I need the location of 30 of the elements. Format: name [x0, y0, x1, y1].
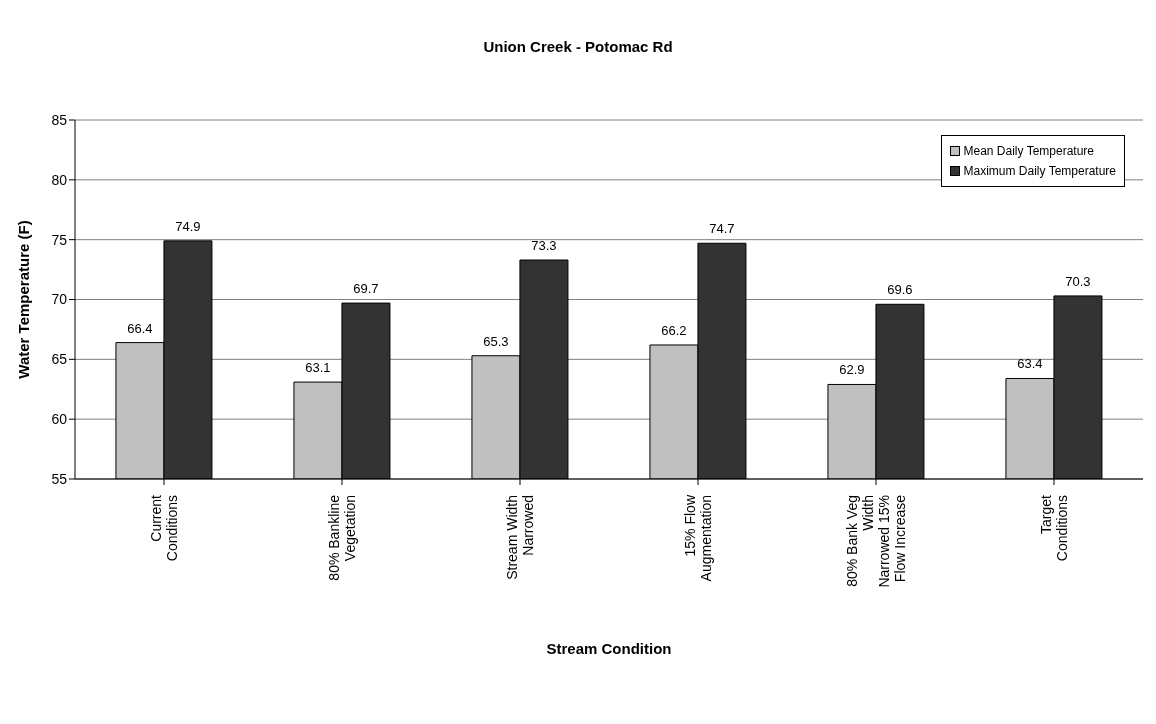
data-label: 66.4 — [127, 320, 153, 336]
x-tick-label: Current Conditions — [148, 494, 180, 562]
legend-label: Maximum Daily Temperature — [962, 163, 1116, 180]
data-label: 63.4 — [1017, 356, 1043, 372]
x-axis-title: Stream Condition — [546, 640, 672, 657]
data-label: 69.6 — [887, 282, 913, 298]
data-label: 66.2 — [661, 322, 687, 338]
y-tick-label: 60 — [51, 411, 68, 428]
chart-title: Union Creek - Potomac Rd — [482, 38, 674, 55]
data-label: 74.9 — [175, 218, 201, 234]
data-label: 65.3 — [483, 333, 509, 349]
legend-label: Mean Daily Temperature — [962, 143, 1095, 160]
data-label: 70.3 — [1065, 273, 1091, 289]
x-tick-label: Stream Width Narrowed — [504, 495, 536, 580]
x-tick-label: 80% Bank Veg Width Narrowed 15% Flow Increase — [844, 494, 908, 588]
y-tick-label: 75 — [51, 231, 68, 248]
y-tick-label: 55 — [51, 470, 68, 487]
data-label: 74.7 — [709, 221, 735, 237]
y-tick-label: 85 — [51, 111, 68, 128]
x-tick-label: Target Conditions — [1038, 494, 1070, 562]
y-tick-label: 80 — [51, 171, 68, 188]
x-tick-label: 80% Bankline Vegetation — [326, 494, 358, 581]
data-label: 62.9 — [839, 362, 865, 378]
y-axis-title: Water Temperature (F) — [15, 220, 33, 379]
data-label: 73.3 — [531, 238, 557, 254]
data-label: 63.1 — [305, 360, 331, 376]
data-label: 69.7 — [353, 281, 379, 297]
y-tick-label: 70 — [51, 291, 68, 308]
x-tick-label: 15% Flow Augmentation — [682, 494, 714, 582]
y-tick-label: 65 — [51, 351, 68, 368]
